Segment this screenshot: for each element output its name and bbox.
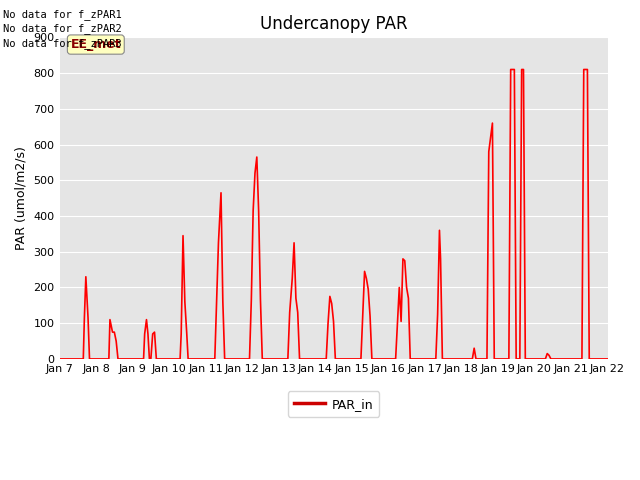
Y-axis label: PAR (umol/m2/s): PAR (umol/m2/s) — [15, 146, 28, 250]
Text: No data for f_zPAR3: No data for f_zPAR3 — [3, 37, 122, 48]
Text: EE_met: EE_met — [70, 38, 121, 51]
Legend: PAR_in: PAR_in — [288, 392, 380, 417]
Text: No data for f_zPAR1: No data for f_zPAR1 — [3, 9, 122, 20]
Text: No data for f_zPAR2: No data for f_zPAR2 — [3, 23, 122, 34]
Title: Undercanopy PAR: Undercanopy PAR — [260, 15, 407, 33]
